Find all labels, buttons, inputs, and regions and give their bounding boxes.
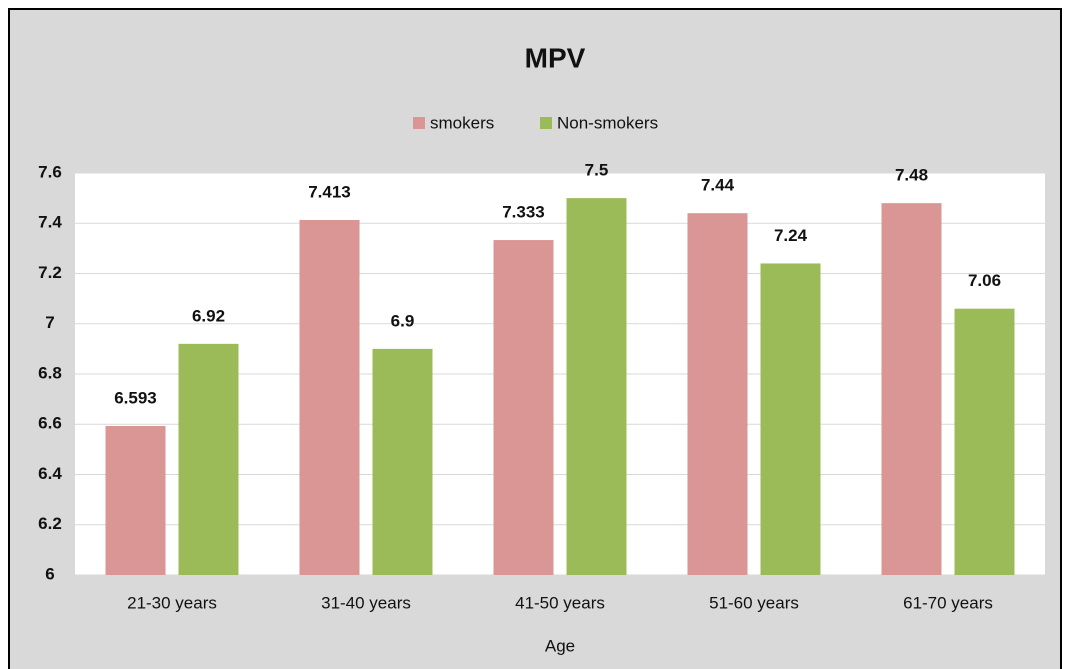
bar [299,219,360,575]
data-label: 6.593 [114,388,157,407]
x-tick-label: 31-40 years [321,593,411,612]
data-label: 7.333 [502,203,545,222]
bar [881,203,942,575]
y-tick-label: 7.6 [38,162,62,181]
bar [954,308,1015,575]
x-tick-label: 41-50 years [515,593,605,612]
chart-title: MPV [525,42,586,73]
data-label: 7.44 [701,176,735,195]
bar [687,213,748,575]
y-tick-label: 6.4 [38,464,62,483]
data-label: 6.92 [192,306,225,325]
data-label: 7.24 [774,226,808,245]
x-tick-label: 61-70 years [903,593,993,612]
y-tick-label: 7 [45,313,54,332]
y-tick-label: 7.2 [38,263,62,282]
bar [760,263,821,575]
y-tick-label: 6.6 [38,414,62,433]
bar [105,426,166,575]
x-tick-label: 51-60 years [709,593,799,612]
bar [372,348,433,575]
data-label: 7.48 [895,166,928,185]
data-label: 6.9 [391,311,415,330]
data-label: 7.413 [308,182,351,201]
y-tick-label: 6 [45,564,54,583]
legend-label: smokers [430,113,494,132]
x-axis-title: Age [545,636,575,655]
data-label: 7.06 [968,271,1001,290]
bar [178,343,239,575]
legend-swatch [540,117,552,129]
y-tick-label: 6.8 [38,363,62,382]
legend-label: Non-smokers [557,113,658,132]
y-tick-label: 7.4 [38,213,62,232]
y-tick-label: 6.2 [38,514,62,533]
x-tick-label: 21-30 years [127,593,217,612]
legend-swatch [413,117,425,129]
bar [493,240,554,576]
data-label: 7.5 [585,161,609,180]
bar [566,198,627,575]
